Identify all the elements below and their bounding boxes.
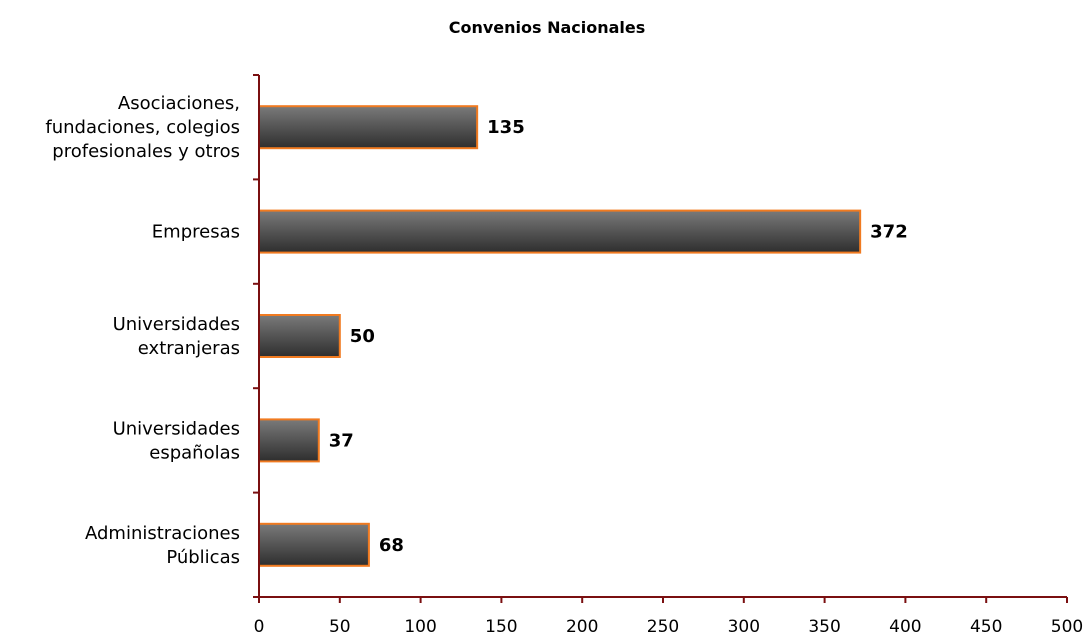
category-label-line: fundaciones, colegios — [45, 117, 240, 138]
category-label-line: españolas — [149, 442, 240, 463]
category-label-line: Asociaciones, — [118, 93, 240, 114]
category-label-line: Universidades — [113, 418, 240, 439]
x-tick-label: 0 — [254, 617, 265, 637]
bar — [258, 209, 862, 254]
category-label-line: Públicas — [166, 547, 240, 568]
data-label: 50 — [350, 326, 375, 347]
x-tick-label: 250 — [647, 617, 679, 637]
bar — [258, 418, 320, 463]
x-tick-label: 100 — [404, 617, 436, 637]
category-label-line: extranjeras — [138, 338, 240, 359]
plot-area: 135 Asociaciones, fundaciones, colegios pro… — [45, 74, 1083, 637]
category-label-line: profesionales y otros — [52, 141, 240, 162]
x-tick-label: 300 — [728, 617, 760, 637]
data-label: 37 — [329, 430, 354, 451]
bar — [258, 105, 479, 150]
bar — [258, 522, 370, 567]
x-tick-label: 50 — [329, 617, 351, 637]
category-label: Asociaciones, fundaciones, colegios profes… — [45, 93, 240, 162]
x-tick-label: 150 — [485, 617, 517, 637]
data-label: 68 — [379, 535, 404, 556]
category-label-line: Empresas — [152, 222, 240, 243]
data-label: 372 — [870, 222, 908, 243]
x-tick-label: 500 — [1051, 617, 1083, 637]
category-label-line: Administraciones — [85, 523, 240, 544]
chart-title: Convenios Nacionales — [449, 18, 646, 37]
category-label: Empresas — [152, 222, 240, 243]
category-label: Universidades extranjeras — [113, 314, 240, 359]
category-label: Universidades españolas — [113, 418, 240, 463]
bar — [258, 314, 341, 358]
x-tick-label: 350 — [808, 617, 840, 637]
x-tick-label: 200 — [566, 617, 598, 637]
category-label: Administraciones Públicas — [85, 523, 240, 568]
x-tick-label: 450 — [970, 617, 1002, 637]
data-label: 135 — [487, 117, 525, 138]
x-tick-label: 400 — [889, 617, 921, 637]
category-label-line: Universidades — [113, 314, 240, 335]
